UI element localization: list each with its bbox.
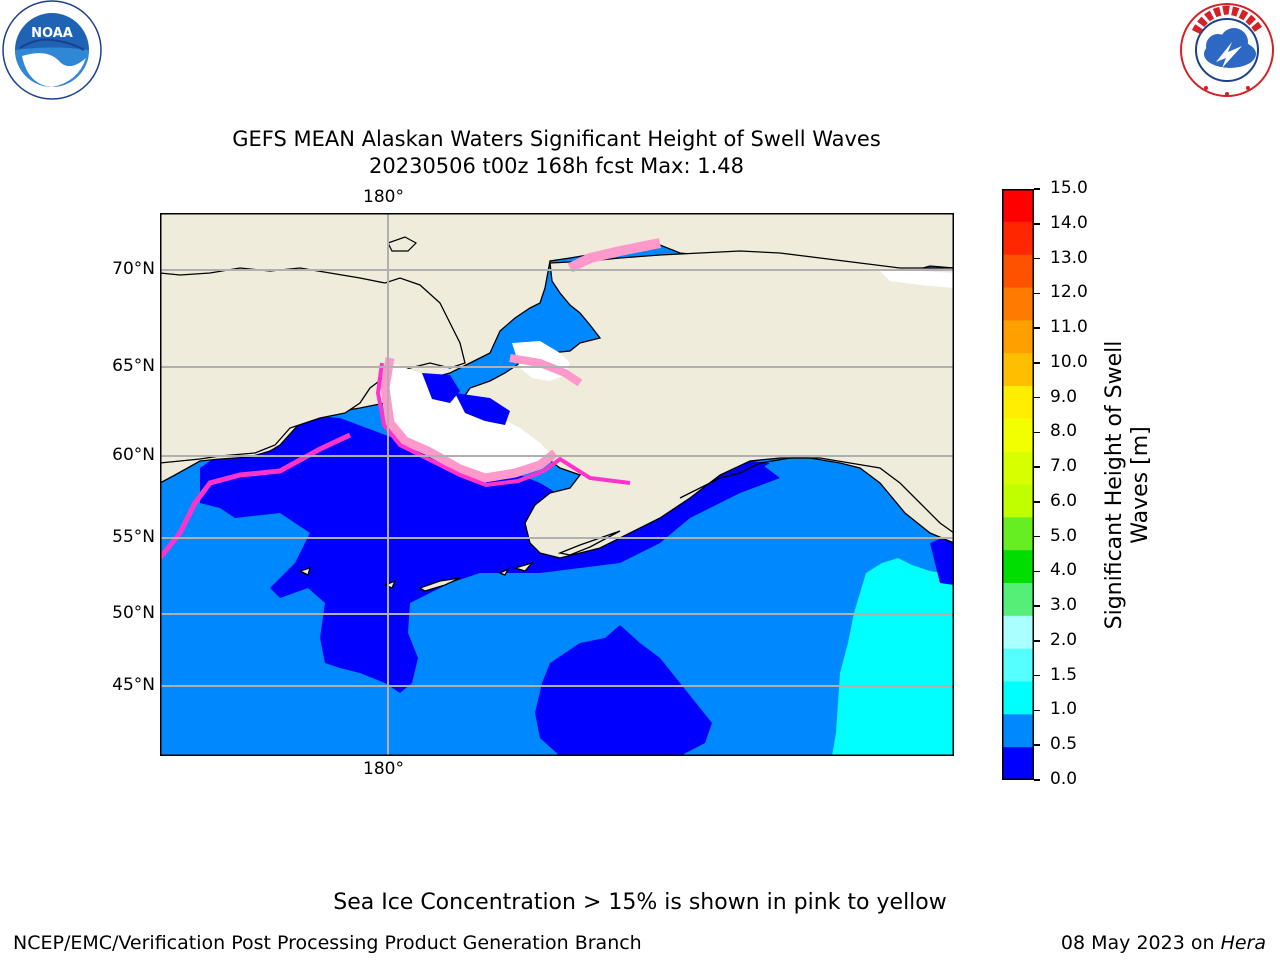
colorbar-tick-label: 6.0 bbox=[1050, 490, 1078, 511]
colorbar-tick-mark bbox=[1034, 431, 1040, 434]
colorbar-frame bbox=[1002, 189, 1034, 780]
colorbar-tick-label: 9.0 bbox=[1050, 386, 1078, 407]
colorbar-segment bbox=[1002, 287, 1034, 321]
credit-text: NCEP/EMC/Verification Post Processing Pr… bbox=[13, 932, 642, 954]
colorbar-tick-mark bbox=[1034, 640, 1040, 642]
colorbar-tick-label: 7.0 bbox=[1050, 456, 1078, 477]
ocean-field-0.0-0.5-south bbox=[535, 625, 712, 756]
ocean-field-1.0-1.5 bbox=[832, 558, 954, 756]
colorbar-segment bbox=[1002, 353, 1034, 387]
colorbar-tick-mark bbox=[1034, 501, 1040, 503]
ocean-field-0.0-0.5-bering bbox=[200, 413, 770, 693]
colorbar-tick-label: 2.0 bbox=[1050, 629, 1078, 650]
graticule bbox=[160, 213, 954, 756]
sea-ice-note: Sea Ice Concentration > 15% is shown in … bbox=[333, 890, 947, 915]
lat-label-45n: 45°N bbox=[112, 675, 155, 695]
colorbar-tick-label: 12.0 bbox=[1050, 282, 1088, 303]
chart-title-line2: 20230506 t00z 168h fcst Max: 1.48 bbox=[369, 154, 744, 178]
colorbar-tick-mark bbox=[1034, 535, 1040, 538]
colorbar-tick-mark bbox=[1034, 674, 1040, 677]
colorbar-tick-mark bbox=[1034, 605, 1040, 607]
colorbar-segment bbox=[1002, 583, 1034, 617]
date-label: 08 May 2023 on bbox=[1060, 932, 1221, 954]
colorbar-tick-label: 0.5 bbox=[1050, 734, 1078, 755]
ocean-field-0.0-0.5-ice-pocket2 bbox=[455, 393, 510, 425]
colorbar-tick-mark bbox=[1034, 257, 1040, 260]
colorbar-segment bbox=[1002, 189, 1034, 223]
colorbar-segment bbox=[1002, 386, 1034, 420]
colorbar-tick-label: 1.5 bbox=[1050, 664, 1078, 685]
colorbar-tick-label: 15.0 bbox=[1050, 178, 1088, 198]
noaa-logo: NOAA bbox=[0, 0, 104, 102]
colorbar-segment bbox=[1002, 681, 1034, 715]
ocean-field-0.0-0.5-ice-pocket bbox=[422, 373, 460, 403]
lat-label-65n: 65°N bbox=[112, 356, 155, 376]
colorbar-tick-mark bbox=[1034, 709, 1040, 712]
colorbar-tick-label: 5.0 bbox=[1050, 525, 1078, 546]
lat-label-60n: 60°N bbox=[112, 445, 155, 465]
lon-label-top-180: 180° bbox=[363, 187, 404, 207]
colorbar-segment bbox=[1002, 451, 1034, 485]
chart-title-line1: GEFS MEAN Alaskan Waters Significant Hei… bbox=[232, 127, 881, 151]
colorbar bbox=[1002, 189, 1034, 781]
sea-ice-magenta-west bbox=[160, 432, 352, 560]
colorbar-tick-label: 8.0 bbox=[1050, 421, 1078, 442]
map-frame bbox=[160, 213, 954, 756]
colorbar-tick-label: 14.0 bbox=[1050, 212, 1088, 233]
sea-ice-white-arctic bbox=[880, 271, 954, 288]
colorbar-tick-mark bbox=[1034, 570, 1040, 573]
lon-label-bottom-180: 180° bbox=[363, 759, 404, 779]
colorbar-tick-mark bbox=[1034, 396, 1040, 399]
date-text: 08 May 2023 on Hera bbox=[1061, 932, 1266, 954]
colorbar-segment bbox=[1002, 747, 1034, 781]
lat-label-50n: 50°N bbox=[112, 603, 155, 623]
island-st-lawrence bbox=[387, 236, 417, 252]
colorbar-tick-mark bbox=[1034, 466, 1040, 468]
nws-logo bbox=[1176, 2, 1278, 98]
colorbar-label-line1: Significant Height of Swell bbox=[1102, 340, 1127, 630]
ocean-field-0.0-0.5-eastcoast bbox=[930, 533, 954, 585]
svg-text:NOAA: NOAA bbox=[31, 26, 73, 41]
colorbar-label-line2: Waves [m] bbox=[1128, 426, 1153, 544]
lat-label-55n: 55°N bbox=[112, 527, 155, 547]
colorbar-ticks: 15.0 14.0 13.0 12.0 11.0 10.0 9.0 8.0 7.0 6.0 5.0 4… bbox=[1034, 178, 1104, 789]
colorbar-tick-mark bbox=[1034, 744, 1040, 746]
colorbar-tick-mark bbox=[1034, 188, 1040, 190]
colorbar-tick-label: 3.0 bbox=[1050, 595, 1078, 616]
colorbar-tick-mark bbox=[1034, 362, 1040, 364]
colorbar-tick-label: 4.0 bbox=[1050, 560, 1078, 581]
colorbar-tick-mark bbox=[1034, 779, 1040, 781]
lat-label-70n: 70°N bbox=[112, 259, 155, 279]
colorbar-tick-label: 10.0 bbox=[1050, 351, 1088, 372]
colorbar-segment bbox=[1002, 517, 1034, 551]
colorbar-segment bbox=[1002, 484, 1034, 518]
swell-height-map bbox=[160, 213, 954, 756]
colorbar-tick-mark bbox=[1034, 223, 1040, 225]
colorbar-tick-label: 11.0 bbox=[1050, 317, 1088, 338]
sea-ice-pink-chukchi bbox=[567, 238, 661, 273]
sea-ice-magenta-edge bbox=[375, 362, 631, 488]
colorbar-segment bbox=[1002, 648, 1034, 682]
colorbar-tick-mark bbox=[1034, 327, 1040, 329]
colorbar-segment bbox=[1002, 254, 1034, 288]
colorbar-tick-mark bbox=[1034, 292, 1040, 295]
colorbar-segment bbox=[1002, 615, 1034, 650]
colorbar-tick-label: 13.0 bbox=[1050, 247, 1088, 268]
colorbar-tick-label: 0.0 bbox=[1050, 769, 1078, 789]
colorbar-segment bbox=[1002, 320, 1034, 354]
machine-name: Hera bbox=[1220, 932, 1266, 954]
colorbar-segment bbox=[1002, 418, 1034, 453]
colorbar-segment bbox=[1002, 550, 1034, 584]
colorbar-tick-label: 1.0 bbox=[1050, 699, 1078, 720]
colorbar-segment bbox=[1002, 221, 1034, 256]
coastline-gulf bbox=[679, 457, 954, 534]
colorbar-segment bbox=[1002, 714, 1034, 748]
